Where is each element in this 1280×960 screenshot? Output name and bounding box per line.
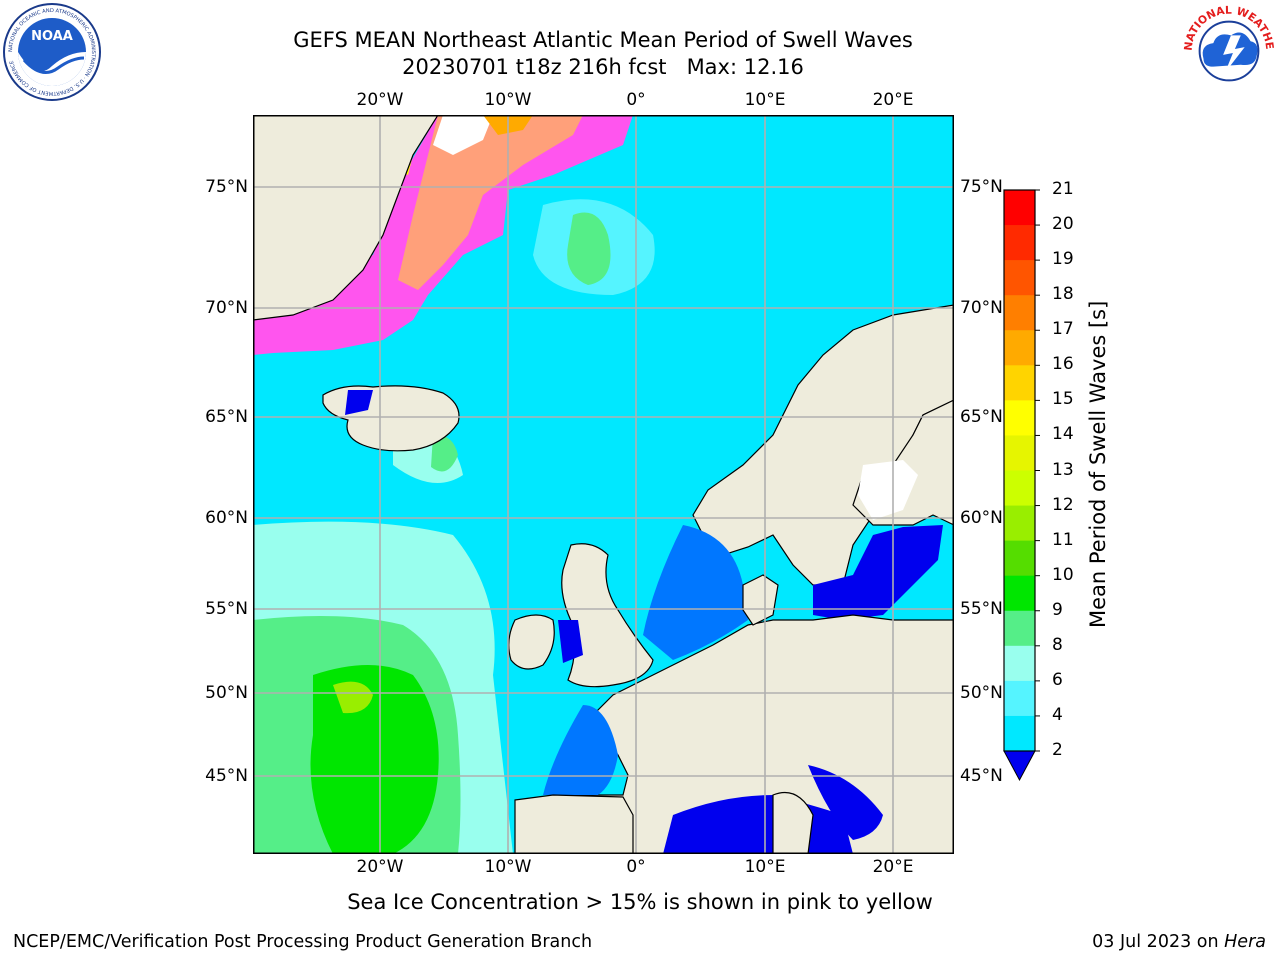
map-subtitle: 20230701 t18z 216h fcst Max: 12.16 [402,55,804,79]
colorbar-label: 8 [1052,634,1063,655]
lon-label-bottom-20e: 20°E [872,857,914,877]
footer-branch: NCEP/EMC/Verification Post Processing Pr… [13,932,593,952]
swell-10-11s-region [310,665,439,854]
lon-label-bottom-20w: 20°W [356,857,404,877]
footer-date-text: 03 Jul 2023 on [1092,932,1225,952]
sea-ice-orange [398,115,583,290]
colorbar-label: 19 [1052,249,1074,270]
graticule [253,115,954,854]
swell-2-4s-biscay [543,705,618,795]
swell-2-4s-north-sea [643,525,748,660]
colorbar-bin [1004,435,1035,471]
lon-label-top-10e: 10°E [744,90,786,110]
colorbar-label: 4 [1052,704,1063,725]
colorbar-bin [1004,260,1035,296]
noaa-center-text: NOAA [31,29,73,44]
swell-period-map [253,115,954,854]
colorbar-label: 11 [1052,529,1074,550]
colorbar-bin [1004,295,1035,331]
swell-2s-baltic [813,525,943,620]
land-ireland [508,614,555,670]
lon-label-top-20e: 20°E [872,90,914,110]
colorbar-label: 9 [1052,599,1063,620]
swell-9-10s-region-jan-mayen [567,212,611,285]
colorbar-frame [1003,189,1036,752]
colorbar-bin [1004,645,1035,682]
colorbar-bin [1004,225,1035,261]
lon-label-top-20w: 20°W [356,90,404,110]
lat-label-right-65n: 65°N [960,407,1003,427]
colorbar-bin [1004,715,1035,752]
lat-label-right-45n: 45°N [960,766,1003,786]
gulf-of-bothnia-ice-free [858,460,918,520]
lat-label-left-60n: 60°N [205,508,248,528]
swell-2s-adriatic [808,765,883,840]
footer-date: 03 Jul 2023 on Hera [1092,932,1266,952]
lat-label-left-55n: 55°N [205,599,248,619]
lon-label-top-10w: 10°W [484,90,532,110]
colorbar-bin [1004,365,1035,401]
colorbar-bin [1004,400,1035,436]
colorbar-extend-triangle [1003,750,1036,782]
colorbar-title-anchor: Mean Period of Swell Waves [s] [1086,190,1110,752]
colorbar-label: 20 [1052,214,1074,235]
sea-ice-caption: Sea Ice Concentration > 15% is shown in … [347,890,933,914]
lat-label-left-70n: 70°N [205,298,248,318]
lat-label-left-75n: 75°N [205,177,248,197]
lat-label-left-65n: 65°N [205,407,248,427]
lat-label-right-60n: 60°N [960,508,1003,528]
nws-logo: NATIONAL WEATHER SERVICE [1180,2,1276,98]
land-iberia [514,794,634,854]
colorbar-bin [1004,575,1035,612]
land-denmark [742,574,779,626]
colorbar-label: 6 [1052,669,1063,690]
colorbar-label: 2 [1052,740,1063,760]
colorbar-title: Mean Period of Swell Waves [s] [1086,300,1110,628]
colorbar-label: 18 [1052,284,1074,305]
footer-host: Hera [1224,932,1266,952]
colorbar-bin [1004,680,1035,717]
lon-label-bottom-0: 0° [626,857,646,877]
colorbar-label: 13 [1052,459,1074,480]
swell-11-12s-region [333,681,373,714]
lat-label-right-70n: 70°N [960,298,1003,318]
colorbar-bin [1004,470,1035,507]
colorbar-label: 10 [1052,564,1074,585]
lon-label-bottom-10w: 10°W [484,857,532,877]
colorbar-label: 17 [1052,319,1074,340]
colorbar-bin [1004,330,1035,366]
lat-label-left-50n: 50°N [205,683,248,703]
colorbar-label: 12 [1052,494,1074,515]
colorbar-label: 21 [1052,179,1074,199]
lon-label-top-0: 0° [626,90,646,110]
swell-2s-iceland [345,390,373,415]
colorbar-bin [1004,540,1035,577]
lat-label-right-75n: 75°N [960,177,1003,197]
lon-label-bottom-10e: 10°E [744,857,786,877]
swell-2s-irish-sea [558,620,583,663]
land-italy [772,791,814,854]
colorbar [1003,189,1040,782]
lat-label-right-50n: 50°N [960,683,1003,703]
map-frame [253,115,954,854]
land-greenland [253,115,439,321]
map-title: GEFS MEAN Northeast Atlantic Mean Period… [293,28,913,52]
colorbar-label: 16 [1052,354,1074,375]
colorbar-bin [1004,610,1035,647]
noaa-logo: NATIONAL OCEANIC AND ATMOSPHERIC ADMINIS… [3,3,101,101]
swell-9-10s-region-small [431,434,458,472]
colorbar-bin [1004,190,1035,226]
colorbar-label: 14 [1052,424,1074,445]
lat-label-right-55n: 55°N [960,599,1003,619]
colorbar-label: 15 [1052,389,1074,410]
lat-label-left-45n: 45°N [205,766,248,786]
sea-ice-white-gap [433,115,493,155]
colorbar-bin [1004,505,1035,542]
